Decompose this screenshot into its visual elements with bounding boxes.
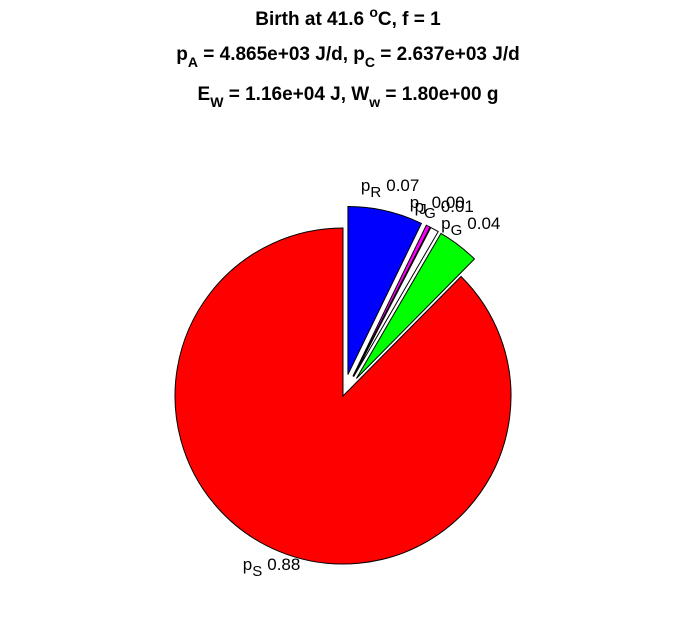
title-part: C [365,54,375,70]
pie-slice [355,232,476,379]
label-value: 0.88 [267,555,300,574]
title-part: = 1.16e+04 J, W [223,84,369,105]
pie-slice [174,227,512,565]
title-part: C, f = 1 [378,9,441,30]
title-part: = 4.865e+03 J/d, p [198,44,365,65]
title-part: o [369,4,378,20]
label-name: p [441,214,450,233]
label-sub: R [370,184,381,201]
label-value: 0.07 [386,176,419,195]
chart-title: EW = 1.16e+04 J, Ww = 1.80e+00 g [198,84,499,110]
pie-slice [352,224,431,377]
pie-slice [347,206,423,375]
chart-title: pA = 4.865e+03 J/d, pC = 2.637e+03 J/d [176,44,519,70]
title-part: = 1.80e+00 g [380,84,498,105]
title-part: E [198,84,211,105]
slice-label: pJ 0.00 [410,193,465,218]
label-value: 0.01 [441,197,474,216]
slice-label: pS 0.88 [243,555,301,580]
label-sub: G [451,222,463,239]
label-name: p [361,176,370,195]
label-sub: G [424,205,436,222]
pie-slice [353,226,439,377]
label-value: 0.04 [467,214,500,233]
slice-label: pG 0.04 [441,214,500,239]
slice-label: pG 0.01 [415,197,474,222]
label-value: 0.00 [432,193,465,212]
title-part: w [368,94,380,110]
label-name: p [415,197,424,216]
chart-title: Birth at 41.6 oC, f = 1 [255,4,441,30]
label-name: p [410,193,419,212]
title-part: A [188,54,198,70]
label-name: p [243,555,252,574]
slice-label: pR 0.07 [361,176,419,201]
label-sub: S [252,563,262,580]
title-part: W [210,94,224,110]
title-part: Birth at 41.6 [255,9,369,30]
title-part: p [176,44,188,65]
title-part: = 2.637e+03 J/d [375,44,520,65]
label-sub: J [419,201,427,218]
